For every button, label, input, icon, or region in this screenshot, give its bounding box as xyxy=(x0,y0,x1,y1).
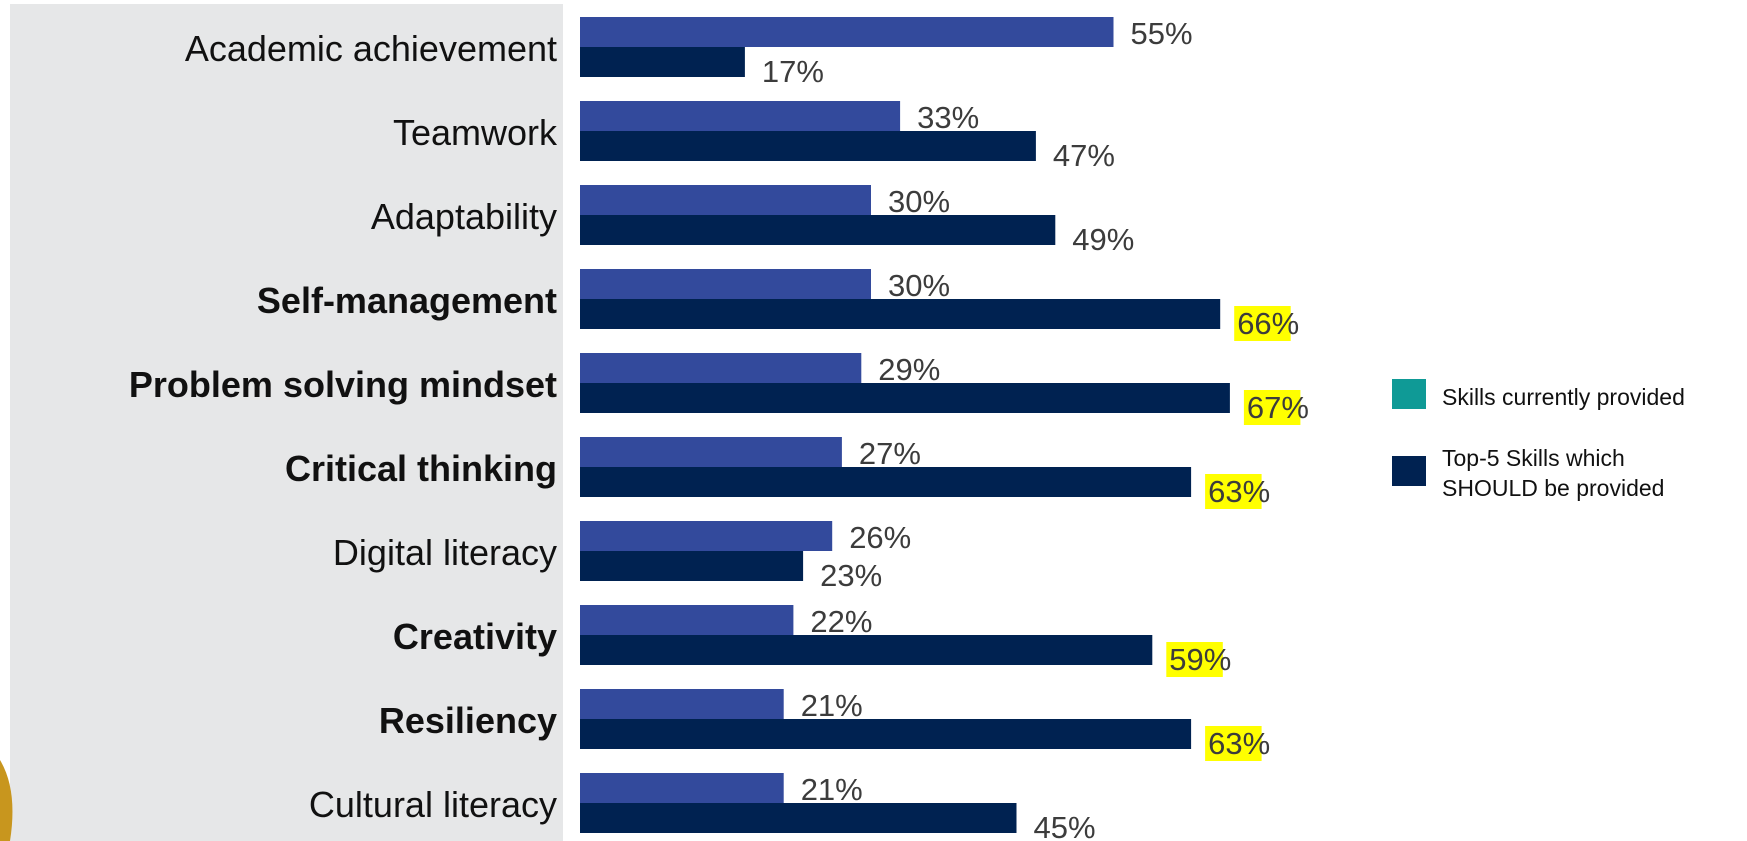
bar-cultural-literacy-series-2 xyxy=(580,803,1017,833)
category-labels: Academic achievement Teamwork Adaptability… xyxy=(129,28,558,825)
value-label-adaptability-series-2: 49% xyxy=(1072,222,1134,257)
value-label-cultural-literacy-series-2: 45% xyxy=(1034,810,1096,841)
bar-self-management-series-2 xyxy=(580,299,1221,329)
value-label-critical-thinking-series-2: 63% xyxy=(1208,474,1270,509)
bar-problem-solving-mindset-series-2 xyxy=(580,383,1230,413)
value-label-digital-literacy-series-1: 26% xyxy=(849,520,911,555)
value-label-creativity-series-2: 59% xyxy=(1169,642,1231,677)
value-label-teamwork-series-2: 47% xyxy=(1053,138,1115,173)
category-label-teamwork: Teamwork xyxy=(393,112,558,153)
bar-self-management-series-1 xyxy=(580,269,871,299)
value-label-problem-solving-mindset-series-2: 67% xyxy=(1247,390,1309,425)
bar-critical-thinking-series-2 xyxy=(580,467,1192,497)
bar-critical-thinking-series-1 xyxy=(580,437,842,467)
value-label-critical-thinking-series-1: 27% xyxy=(859,436,921,471)
legend-swatch-top5-should-be-provided xyxy=(1392,456,1426,486)
bar-adaptability-series-1 xyxy=(580,185,871,215)
category-label-problem-solving-mindset: Problem solving mindset xyxy=(129,364,557,405)
value-label-cultural-literacy-series-1: 21% xyxy=(801,772,863,807)
legend-label-skills-currently-provided: Skills currently provided xyxy=(1442,384,1685,410)
value-label-resiliency-series-1: 21% xyxy=(801,688,863,723)
bar-academic-achievement-series-1 xyxy=(580,17,1114,47)
value-labels: 55%17%33%47%30%49%30%66%29%67%27%63%26%2… xyxy=(762,16,1309,841)
value-label-creativity-series-1: 22% xyxy=(810,604,872,639)
decorative-corner-shape xyxy=(0,760,13,841)
category-label-digital-literacy: Digital literacy xyxy=(333,532,557,573)
bar-academic-achievement-series-2 xyxy=(580,47,745,77)
category-label-creativity: Creativity xyxy=(393,616,557,657)
bar-teamwork-series-1 xyxy=(580,101,901,131)
value-label-self-management-series-1: 30% xyxy=(888,268,950,303)
value-label-academic-achievement-series-1: 55% xyxy=(1131,16,1193,51)
legend: Skills currently provided Top-5 Skills w… xyxy=(1392,379,1685,501)
bar-resiliency-series-2 xyxy=(580,719,1192,749)
category-label-panel xyxy=(10,4,563,841)
category-label-adaptability: Adaptability xyxy=(371,196,557,237)
legend-swatch-skills-currently-provided xyxy=(1392,379,1426,409)
value-highlight-problem-solving-mindset xyxy=(1243,390,1301,425)
category-label-critical-thinking: Critical thinking xyxy=(285,448,557,489)
bar-creativity-series-1 xyxy=(580,605,794,635)
legend-label-top5-line-2: SHOULD be provided xyxy=(1442,475,1664,501)
bar-digital-literacy-series-1 xyxy=(580,521,833,551)
value-label-problem-solving-mindset-series-1: 29% xyxy=(878,352,940,387)
value-label-teamwork-series-1: 33% xyxy=(917,100,979,135)
value-label-digital-literacy-series-2: 23% xyxy=(820,558,882,593)
bar-cultural-literacy-series-1 xyxy=(580,773,784,803)
value-highlight-resiliency xyxy=(1205,726,1262,761)
bars xyxy=(580,17,1230,833)
bar-problem-solving-mindset-series-1 xyxy=(580,353,862,383)
value-label-academic-achievement-series-2: 17% xyxy=(762,54,824,89)
value-highlight-creativity xyxy=(1166,642,1223,677)
category-label-resiliency: Resiliency xyxy=(379,700,557,741)
bar-resiliency-series-1 xyxy=(580,689,784,719)
value-highlight-self-management xyxy=(1234,306,1291,341)
bar-teamwork-series-2 xyxy=(580,131,1036,161)
category-label-academic-achievement: Academic achievement xyxy=(185,28,557,69)
value-label-self-management-series-2: 66% xyxy=(1237,306,1299,341)
value-highlight-critical-thinking xyxy=(1205,474,1262,509)
category-label-self-management: Self-management xyxy=(257,280,557,321)
value-label-resiliency-series-2: 63% xyxy=(1208,726,1270,761)
value-label-adaptability-series-1: 30% xyxy=(888,184,950,219)
bar-digital-literacy-series-2 xyxy=(580,551,804,581)
bar-adaptability-series-2 xyxy=(580,215,1056,245)
category-label-cultural-literacy: Cultural literacy xyxy=(309,784,557,825)
legend-label-top5-line-1: Top-5 Skills which xyxy=(1442,445,1625,471)
bar-creativity-series-2 xyxy=(580,635,1153,665)
